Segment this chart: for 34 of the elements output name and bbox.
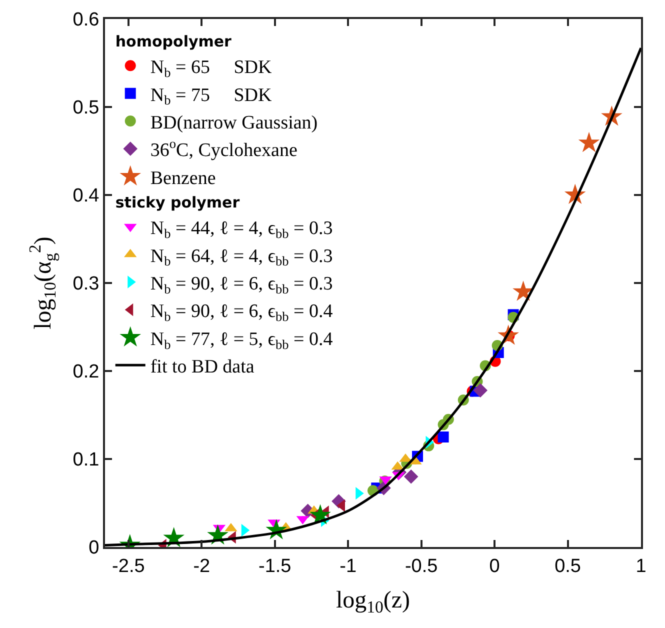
legend-label: N$_{b}$ = 65 SDK xyxy=(150,57,272,80)
annotation: sticky polymer xyxy=(115,193,240,212)
x-tick-label: 0.5 xyxy=(554,556,581,577)
legend-label: 36$^{o}$C, Cyclohexane xyxy=(150,136,298,162)
legend-label: N$_{b}$ = 75 SDK xyxy=(150,84,272,108)
legend-label: fit to BD data xyxy=(150,356,255,378)
legend-label: N$_{b}$ = 90, ℓ = 6, ϵ$_{bb}$ = 0.3 xyxy=(150,273,333,296)
x-tick-label: 0 xyxy=(489,556,500,577)
y-tick-label: 0.1 xyxy=(72,450,100,471)
y-tick-label: 0.2 xyxy=(72,362,100,383)
y-tick-label: 0.6 xyxy=(72,10,100,31)
legend-label: Benzene xyxy=(150,168,216,189)
x-tick-label: -1.5 xyxy=(258,556,292,577)
point xyxy=(512,280,534,301)
legend-label: BD(narrow Gaussian) xyxy=(150,112,318,134)
x-tick-label: 1 xyxy=(636,556,646,577)
y-tick-label: 0.3 xyxy=(72,274,100,295)
x-tick-label: -1 xyxy=(340,556,357,577)
legend-title: homopolymer xyxy=(115,32,232,50)
point xyxy=(473,383,488,398)
legend-label: N$_{b}$ = 90, ℓ = 6, ϵ$_{bb}$ = 0.4 xyxy=(150,301,334,324)
x-tick-label: -2 xyxy=(193,556,210,577)
x-tick-label: -0.5 xyxy=(404,556,438,577)
point xyxy=(404,469,418,484)
y-tick-label: 0.5 xyxy=(72,98,100,119)
legend-label: N$_{b}$ = 44, ℓ = 4, ϵ$_{bb}$ = 0.3 xyxy=(150,218,333,242)
x-tick-label: -2.5 xyxy=(112,556,145,577)
legend-label: N$_{b}$ = 64, ℓ = 4, ϵ$_{bb}$ = 0.3 xyxy=(150,246,333,269)
x-axis-title: log$_{10}$(z) xyxy=(336,588,410,617)
legend-label: N$_{b}$ = 77, ℓ = 5, ϵ$_{bb}$ = 0.4 xyxy=(150,328,334,352)
y-tick-label: 0 xyxy=(88,538,100,559)
point xyxy=(438,432,449,442)
point xyxy=(578,132,600,152)
y-tick-label: 0.4 xyxy=(72,186,100,207)
